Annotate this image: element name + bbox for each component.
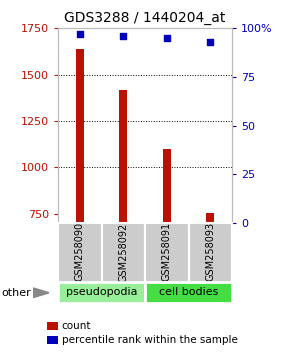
Title: GDS3288 / 1440204_at: GDS3288 / 1440204_at [64, 11, 226, 24]
Text: other: other [1, 288, 31, 298]
Point [77, 31, 82, 37]
Text: percentile rank within the sample: percentile rank within the sample [61, 335, 238, 345]
Text: GSM258092: GSM258092 [118, 222, 128, 281]
Bar [47, 322, 58, 330]
Point [208, 39, 213, 45]
Text: pseudopodia: pseudopodia [66, 287, 137, 297]
Bar [206, 213, 214, 223]
Text: count: count [61, 321, 91, 331]
Bar [163, 149, 171, 223]
Point [164, 35, 169, 41]
Bar [58, 282, 145, 303]
Bar [145, 282, 232, 303]
Bar [145, 223, 188, 283]
Bar [119, 90, 127, 223]
Point [121, 33, 126, 39]
Bar [188, 223, 232, 283]
Bar [76, 49, 84, 223]
Bar [102, 223, 145, 283]
Text: GSM258093: GSM258093 [205, 222, 215, 281]
Bar [47, 336, 58, 344]
Bar [58, 223, 102, 283]
Text: cell bodies: cell bodies [159, 287, 218, 297]
Polygon shape [33, 288, 49, 297]
Text: GSM258091: GSM258091 [162, 222, 172, 281]
Text: GSM258090: GSM258090 [75, 222, 85, 281]
